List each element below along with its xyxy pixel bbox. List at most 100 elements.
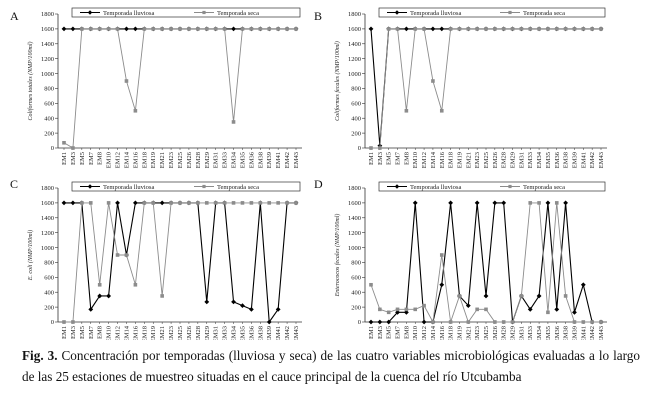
data-point: [590, 320, 594, 324]
data-point: [493, 320, 497, 324]
data-point: [519, 294, 524, 298]
data-point: [133, 108, 138, 113]
x-tick-label: EM5: [386, 152, 393, 165]
x-tick-label: EM29: [204, 326, 211, 340]
x-tick-label: EM39: [266, 326, 273, 340]
data-point: [572, 27, 577, 31]
series-line-1: [63, 28, 296, 149]
x-tick-label: EM12: [421, 152, 428, 168]
data-point: [536, 293, 542, 299]
figure-caption: Fig. 3. Concentración por temporadas (ll…: [22, 345, 640, 387]
x-tick-label: EM18: [141, 326, 148, 340]
y-tick-label: 400: [44, 289, 54, 296]
data-point: [97, 282, 102, 287]
x-tick-label: EM14: [123, 151, 130, 168]
data-point: [115, 200, 120, 206]
data-point: [510, 320, 515, 324]
data-point: [546, 27, 550, 31]
data-point: [581, 320, 586, 324]
data-point: [377, 319, 383, 325]
data-point: [294, 201, 298, 205]
data-point: [439, 253, 444, 257]
y-tick-label: 0: [358, 319, 361, 326]
data-point: [106, 27, 111, 31]
x-tick-label: EM33: [527, 326, 534, 340]
data-point: [563, 200, 569, 206]
y-tick-label: 1800: [348, 11, 361, 18]
data-point: [422, 303, 426, 308]
x-tick-label: EM33: [527, 152, 534, 168]
x-tick-label: EM10: [412, 152, 419, 168]
data-point: [439, 108, 444, 113]
data-point: [404, 307, 409, 312]
data-point: [466, 27, 471, 31]
panel-letter: A: [10, 9, 19, 23]
y-tick-label: 600: [44, 101, 54, 108]
x-tick-label: EM1: [368, 152, 375, 165]
data-point: [160, 294, 164, 298]
x-tick-label: EM8: [403, 326, 410, 339]
x-tick-label: EM12: [115, 326, 122, 340]
data-point: [528, 201, 533, 205]
data-point: [484, 27, 488, 31]
data-point: [431, 79, 435, 83]
data-point: [187, 27, 191, 31]
data-point: [124, 26, 129, 32]
data-point: [80, 27, 84, 31]
data-point: [448, 200, 454, 206]
x-tick-label: EM33: [222, 326, 229, 340]
data-point: [493, 27, 497, 31]
data-point: [275, 306, 281, 312]
data-point: [439, 26, 445, 32]
x-tick-label: EM26: [186, 325, 193, 340]
x-tick-label: EM28: [195, 326, 202, 340]
data-point: [581, 27, 586, 31]
legend-marker: [87, 184, 93, 189]
data-point: [378, 307, 382, 312]
x-tick-label: EM29: [510, 326, 517, 340]
y-tick-label: 0: [51, 145, 54, 152]
data-point: [590, 27, 594, 31]
y-tick-label: 400: [351, 289, 361, 296]
data-point: [527, 306, 533, 312]
x-tick-label: EM31: [213, 326, 220, 340]
data-point: [563, 27, 568, 31]
data-point: [580, 282, 586, 288]
data-point: [196, 201, 200, 205]
y-tick-label: 1400: [348, 215, 361, 222]
data-point: [395, 307, 400, 312]
x-tick-label: EM23: [474, 326, 481, 340]
data-point: [196, 27, 200, 31]
x-tick-label: EM8: [403, 152, 410, 165]
data-point: [474, 200, 480, 206]
x-tick-label: EM21: [465, 326, 472, 340]
panel-letter: C: [10, 177, 18, 191]
data-point: [97, 27, 102, 31]
x-tick-label: EM31: [518, 326, 525, 340]
x-tick-label: EM36: [248, 151, 255, 168]
y-tick-label: 1600: [41, 26, 54, 33]
x-tick-label: EM28: [501, 326, 508, 340]
data-point: [124, 253, 129, 257]
data-point: [178, 201, 182, 205]
data-point: [231, 201, 236, 205]
legend-marker: [508, 10, 512, 15]
data-point: [457, 27, 462, 31]
legend-entry: Temporada seca: [523, 184, 565, 191]
x-tick-label: EM3: [70, 326, 77, 339]
y-tick-label: 600: [351, 101, 361, 108]
data-point: [160, 27, 164, 31]
x-tick-label: EM16: [132, 325, 139, 340]
x-tick-label: EM12: [421, 326, 428, 340]
data-point: [80, 201, 84, 205]
x-tick-label: EM23: [168, 152, 175, 168]
x-tick-label: EM21: [465, 152, 472, 168]
data-point: [151, 27, 156, 31]
x-tick-label: EM8: [97, 326, 104, 339]
y-tick-label: 200: [44, 130, 54, 137]
data-point: [258, 27, 263, 31]
x-tick-label: EM8: [97, 152, 104, 165]
data-point: [545, 200, 551, 206]
y-tick-label: 1600: [41, 200, 54, 207]
x-tick-label: EM43: [293, 152, 300, 168]
